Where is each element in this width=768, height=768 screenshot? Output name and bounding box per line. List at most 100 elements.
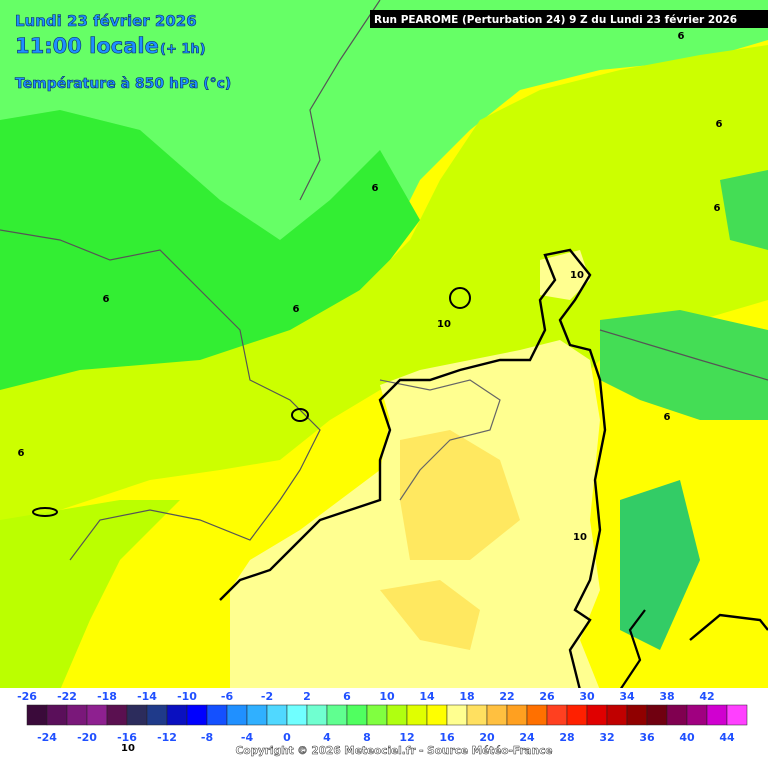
contour-line <box>219 248 607 691</box>
border-line <box>379 379 501 501</box>
coastline <box>689 613 768 641</box>
colorbar-label: -26 <box>17 690 37 703</box>
colorbar-swatch <box>186 704 208 726</box>
colorbar-label: 42 <box>699 690 714 703</box>
colorbar-swatch <box>166 704 188 726</box>
border-line <box>599 329 768 381</box>
colorbar-swatch <box>46 704 68 726</box>
coastline <box>619 609 646 691</box>
colorbar-label: 14 <box>419 690 435 703</box>
colorbar-label: -22 <box>57 690 77 703</box>
colorbar-label: 44 <box>719 731 735 744</box>
colorbar-label: -16 <box>117 731 137 744</box>
run-info-box <box>370 10 768 28</box>
colorbar-swatch <box>106 704 128 726</box>
zone-yellow-green <box>0 45 768 530</box>
colorbar-swatch <box>286 704 308 726</box>
colorbar-swatch <box>566 704 588 726</box>
colorbar-swatch <box>426 704 448 726</box>
colorbar-swatch <box>26 704 48 726</box>
zone-green <box>0 110 420 410</box>
colorbar-label: 18 <box>459 690 474 703</box>
colorbar-swatch <box>666 704 688 726</box>
colorbar-label: -2 <box>261 690 273 703</box>
zone-green-southeast <box>620 480 700 650</box>
contour-label: 10 <box>121 743 135 754</box>
colorbar-swatch <box>586 704 608 726</box>
colorbar-label: -14 <box>137 690 157 703</box>
colorbar-swatch <box>546 704 568 726</box>
contour-island <box>449 287 471 309</box>
colorbar-swatch <box>626 704 648 726</box>
zone-green-east <box>600 310 768 420</box>
legend-panel <box>0 688 768 768</box>
colorbar-label: 34 <box>619 690 635 703</box>
colorbar-label: 0 <box>283 731 291 744</box>
colorbar-label: -24 <box>37 731 57 744</box>
colorbar-label: 20 <box>479 731 495 744</box>
colorbar-swatch <box>206 704 228 726</box>
colorbar-swatch <box>246 704 268 726</box>
colorbar-swatch <box>146 704 168 726</box>
colorbar-label: 10 <box>379 690 395 703</box>
contour-label: 6 <box>103 294 110 305</box>
colorbar-label: 32 <box>599 731 614 744</box>
colorbar-swatch <box>226 704 248 726</box>
contour-label: 6 <box>18 448 25 459</box>
colorbar-label: -6 <box>221 690 234 703</box>
colorbar-label: -4 <box>241 731 254 744</box>
border-line <box>299 0 381 201</box>
colorbar-swatch <box>346 704 368 726</box>
zone-orange-patch-2 <box>380 580 480 650</box>
colorbar-label: 24 <box>519 731 535 744</box>
colorbar-swatch <box>506 704 528 726</box>
contour-label: 6 <box>293 304 300 315</box>
colorbar-label: 30 <box>579 690 595 703</box>
contour-label: 10 <box>573 532 587 543</box>
colorbar-swatch <box>326 704 348 726</box>
time-offset: (+ 1h) <box>160 42 206 57</box>
contour-label: 6 <box>678 31 685 42</box>
colorbar-swatch <box>306 704 328 726</box>
colorbar-label: 26 <box>539 690 555 703</box>
contour-island <box>32 507 58 517</box>
colorbar-label: 22 <box>499 690 514 703</box>
colorbar-swatch <box>366 704 388 726</box>
colorbar-label: 12 <box>399 731 414 744</box>
border-line <box>0 229 321 561</box>
colorbar-label: -20 <box>77 731 97 744</box>
colorbar-label: 16 <box>439 731 455 744</box>
contour-label: 6 <box>714 203 721 214</box>
colorbar-label: -18 <box>97 690 117 703</box>
colorbar-label: 36 <box>639 731 655 744</box>
colorbar-label: -8 <box>201 731 213 744</box>
colorbar-swatch <box>726 704 748 726</box>
colorbar-label: 4 <box>323 731 331 744</box>
colorbar-label: 8 <box>363 731 371 744</box>
colorbar-swatch <box>706 704 728 726</box>
zone-orange-patch <box>400 430 520 560</box>
colorbar-swatch <box>486 704 508 726</box>
zone-pale-yellow-lake <box>540 250 590 300</box>
run-info: Run PEAROME (Perturbation 24) 9 Z du Lun… <box>374 14 737 26</box>
contour-label: 6 <box>664 412 671 423</box>
colorbar-swatch <box>466 704 488 726</box>
contour-island <box>291 408 309 422</box>
date: Lundi 23 février 2026 <box>15 12 197 30</box>
zone-yellow-green-west <box>0 500 180 690</box>
colorbar-swatch <box>526 704 548 726</box>
colorbar-swatch <box>646 704 668 726</box>
contour-label: 6 <box>716 119 723 130</box>
colorbar-label: 40 <box>679 731 695 744</box>
colorbar-label: -10 <box>177 690 197 703</box>
contour-label: 6 <box>372 183 379 194</box>
colorbar-label: 2 <box>303 690 311 703</box>
local-time: 11:00 locale <box>15 34 159 58</box>
colorbar-swatch <box>86 704 108 726</box>
copyright: Copyright © 2026 Meteociel.fr - Source M… <box>236 745 553 757</box>
colorbar-label: -12 <box>157 731 177 744</box>
colorbar-swatch <box>66 704 88 726</box>
colorbar-swatch <box>686 704 708 726</box>
colorbar-swatch <box>126 704 148 726</box>
